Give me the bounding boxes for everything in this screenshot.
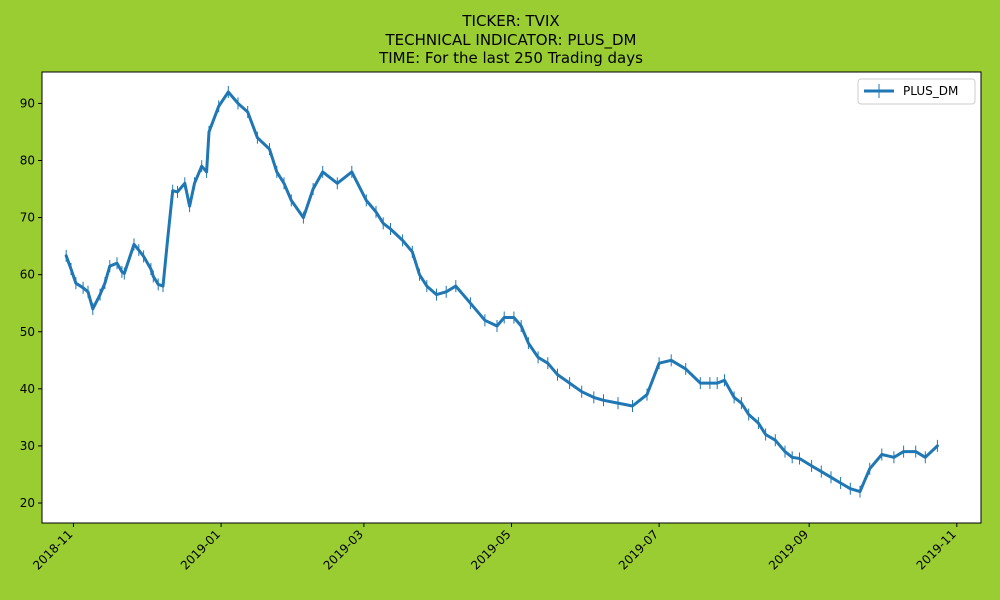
series-group xyxy=(64,86,939,498)
y-tick-label-7: 90 xyxy=(20,96,35,110)
chart-title-line-2: TECHNICAL INDICATOR: PLUS_DM xyxy=(385,31,637,50)
y-tick-label-0: 20 xyxy=(20,496,35,510)
legend-box xyxy=(857,78,976,105)
legend: PLUS_DM xyxy=(857,78,976,105)
y-tick-label-3: 50 xyxy=(20,325,35,339)
y-tick-label-4: 60 xyxy=(20,268,35,282)
y-tick-label-2: 40 xyxy=(20,382,35,396)
legend-label-plus-dm: PLUS_DM xyxy=(903,84,958,98)
plot-area xyxy=(42,72,981,523)
chart-title-line-1: TICKER: TVIX xyxy=(461,12,559,30)
y-axis: 20 30 40 50 60 70 80 90 xyxy=(20,96,42,510)
y-tick-label-6: 80 xyxy=(20,153,35,167)
y-tick-label-1: 30 xyxy=(20,439,35,453)
chart-title-line-3: TIME: For the last 250 Trading days xyxy=(378,49,643,67)
y-tick-label-5: 70 xyxy=(20,211,35,225)
